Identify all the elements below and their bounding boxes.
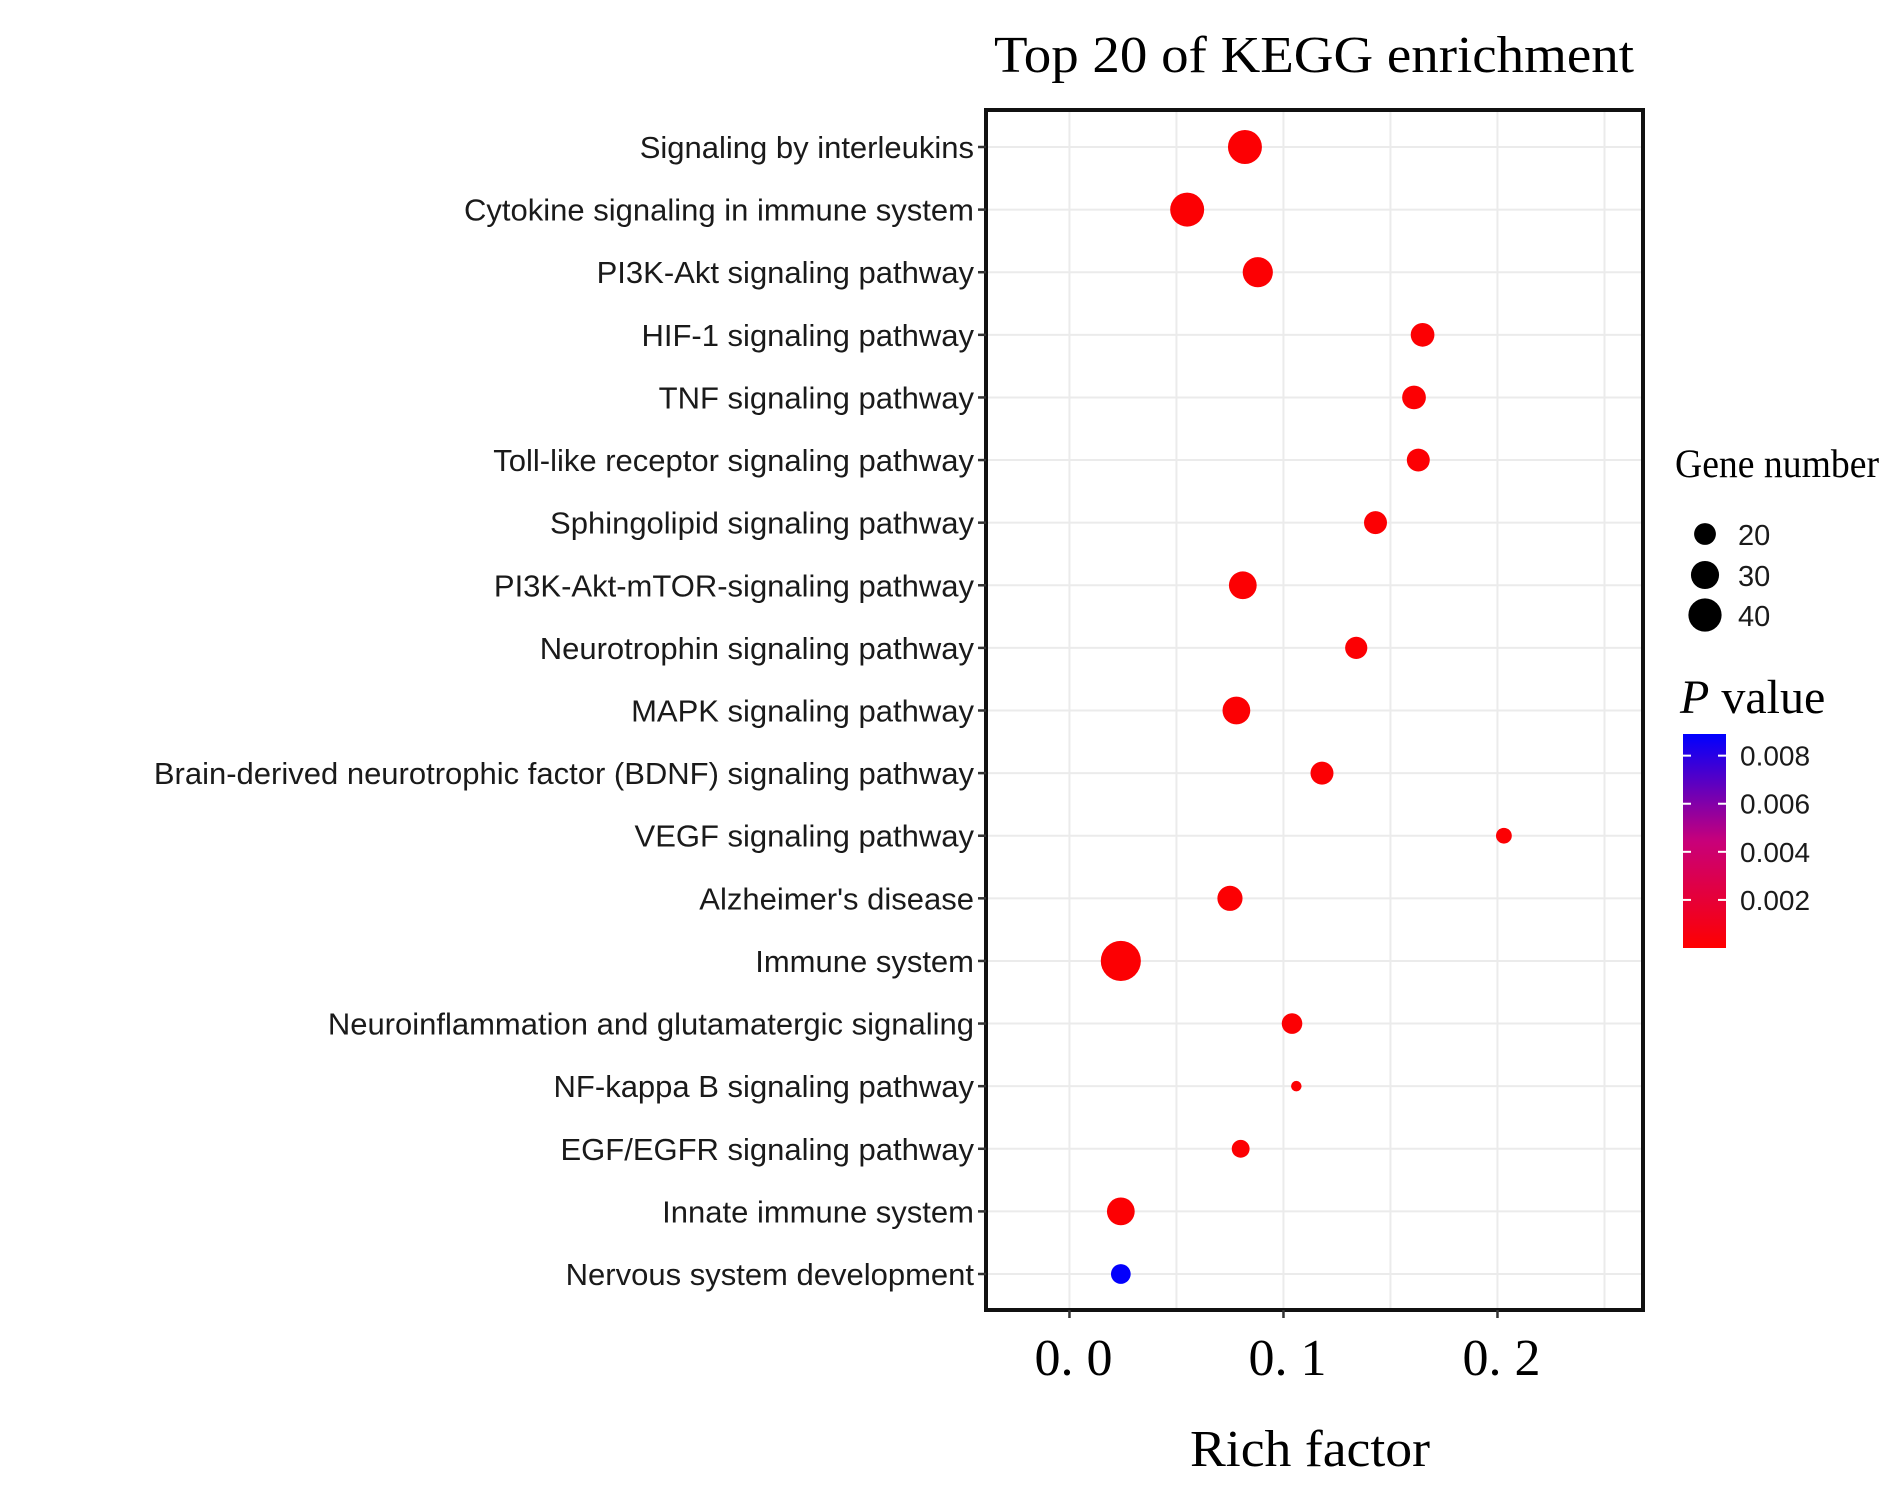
data-point <box>1110 1264 1131 1284</box>
data-point <box>1291 1080 1302 1092</box>
size-legend-circle <box>1688 598 1722 632</box>
y-tick-label: NF-kappa B signaling pathway <box>554 1069 975 1104</box>
data-points <box>1100 130 1512 1284</box>
color-bar <box>1683 734 1726 948</box>
x-axis-title: Rich factor <box>1190 1421 1430 1478</box>
size-legend: Gene number 20 30 40 <box>1675 441 1879 633</box>
size-legend-label: 20 <box>1738 520 1770 552</box>
grid-lines <box>986 110 1643 1310</box>
color-legend-title: P value <box>1679 671 1825 724</box>
data-point <box>1100 940 1141 981</box>
y-tick-label: HIF-1 signaling pathway <box>641 318 974 353</box>
color-legend-label: 0.004 <box>1740 837 1810 868</box>
y-tick-label: PI3K-Akt-mTOR-signaling pathway <box>494 568 975 603</box>
y-tick-label: MAPK signaling pathway <box>631 694 974 729</box>
y-tick-label: Toll-like receptor signaling pathway <box>493 443 974 478</box>
y-tick-label: Alzheimer's disease <box>699 881 974 916</box>
x-tick-label: 0. 2 <box>1462 1330 1540 1387</box>
y-tick-label: Nervous system development <box>566 1257 975 1292</box>
color-legend-label: 0.008 <box>1740 741 1810 772</box>
y-tick-label: Neurotrophin signaling pathway <box>540 631 975 666</box>
x-axis-ticks: 0. 0 0. 1 0. 2 <box>1034 1310 1540 1387</box>
y-tick-label: Cytokine signaling in immune system <box>464 193 974 228</box>
data-point <box>1227 130 1262 164</box>
y-tick-label: PI3K-Akt signaling pathway <box>597 255 975 290</box>
y-tick-label: Signaling by interleukins <box>640 130 974 165</box>
y-tick-label: TNF signaling pathway <box>659 380 975 415</box>
data-point <box>1410 322 1435 347</box>
size-legend-label: 40 <box>1738 601 1770 633</box>
data-point <box>1222 696 1251 725</box>
color-legend-label: 0.006 <box>1740 789 1810 820</box>
data-point <box>1228 571 1257 600</box>
data-point <box>1402 385 1426 410</box>
y-tick-label: Brain-derived neurotrophic factor (BDNF)… <box>154 756 975 791</box>
x-tick-label: 0. 1 <box>1248 1330 1326 1387</box>
y-tick-label: Immune system <box>755 944 974 979</box>
data-point <box>1406 448 1430 472</box>
color-legend-title-rest: value <box>1709 671 1825 724</box>
chart-title: Top 20 of KEGG enrichment <box>994 27 1635 84</box>
size-legend-title: Gene number <box>1675 441 1879 486</box>
data-point <box>1495 827 1512 844</box>
size-legend-circle <box>1694 523 1716 545</box>
color-legend-label: 0.002 <box>1740 885 1810 916</box>
data-point <box>1106 1197 1135 1226</box>
y-axis-labels: Signaling by interleukins Cytokine signal… <box>154 130 986 1292</box>
data-point <box>1231 1139 1250 1158</box>
data-point <box>1310 761 1334 785</box>
y-tick-label: EGF/EGFR signaling pathway <box>560 1132 974 1167</box>
size-legend-circle <box>1690 560 1720 590</box>
data-point <box>1281 1013 1303 1034</box>
y-tick-label: Innate immune system <box>662 1194 974 1229</box>
size-legend-label: 30 <box>1738 561 1770 593</box>
data-point <box>1170 192 1205 227</box>
data-point <box>1345 636 1368 659</box>
y-tick-label: Neuroinflammation and glutamatergic sign… <box>328 1007 974 1042</box>
color-legend-title-italic: P <box>1679 671 1709 724</box>
y-tick-label: VEGF signaling pathway <box>635 819 975 854</box>
x-tick-label: 0. 0 <box>1034 1330 1112 1387</box>
data-point <box>1364 511 1387 535</box>
data-point <box>1217 885 1243 911</box>
data-point <box>1242 257 1273 288</box>
color-legend: P value 0.002 0.004 0.006 0.008 <box>1679 671 1825 948</box>
y-tick-label: Sphingolipid signaling pathway <box>550 506 974 541</box>
